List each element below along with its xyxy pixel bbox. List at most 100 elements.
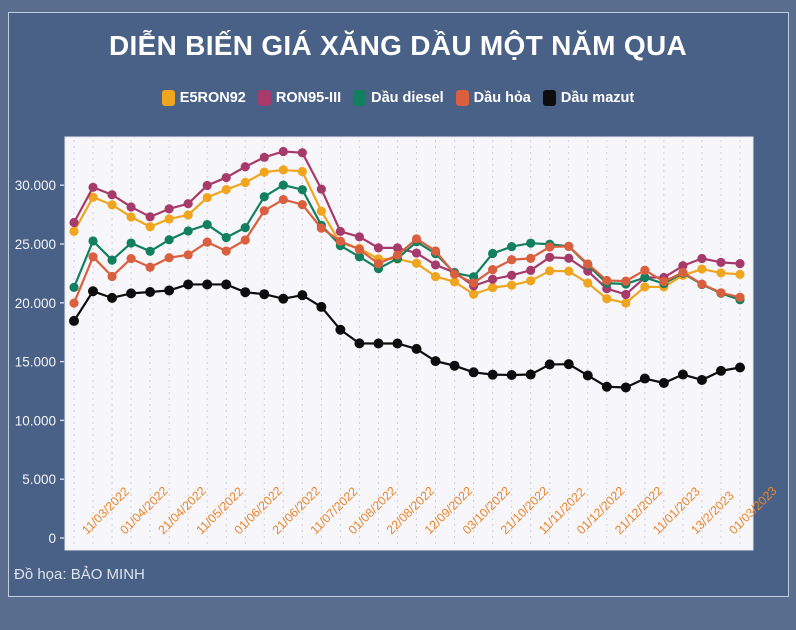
data-point <box>564 253 574 263</box>
data-point <box>392 243 403 253</box>
data-point <box>430 356 441 367</box>
data-point <box>145 262 155 272</box>
data-point <box>583 259 593 269</box>
data-point <box>183 210 193 220</box>
data-point <box>735 269 745 279</box>
data-point <box>545 252 555 262</box>
data-point <box>88 252 98 262</box>
legend-item-1: RON95-III <box>257 90 341 106</box>
y-tick-label: 5.000 <box>22 472 56 487</box>
data-point <box>507 241 517 252</box>
data-point <box>88 182 98 192</box>
legend-item-0: E5RON92 <box>161 90 246 106</box>
data-point <box>107 190 117 200</box>
data-point <box>488 274 498 284</box>
data-point <box>563 359 574 370</box>
data-point <box>164 214 174 224</box>
plot-area <box>64 136 754 551</box>
gridlines <box>73 140 741 548</box>
data-point <box>526 238 536 248</box>
legend-swatch-icon <box>455 90 469 106</box>
data-point <box>392 250 403 260</box>
data-point <box>602 294 612 304</box>
data-point <box>126 288 137 299</box>
data-point <box>735 259 745 269</box>
data-point <box>278 194 288 205</box>
data-point <box>545 242 555 252</box>
data-point <box>335 226 345 237</box>
data-point <box>145 286 156 297</box>
data-point <box>545 266 555 276</box>
data-point <box>354 232 365 242</box>
data-point <box>659 276 669 287</box>
data-point <box>621 289 631 300</box>
data-point <box>202 219 212 230</box>
legend-swatch-icon <box>257 90 271 106</box>
data-point <box>259 167 269 177</box>
data-point <box>583 278 593 288</box>
data-point <box>69 315 79 326</box>
data-point <box>88 286 99 297</box>
data-point <box>297 290 308 301</box>
data-point <box>621 276 631 286</box>
data-point <box>164 204 174 214</box>
legend-item-3: Dầu hỏa <box>455 90 531 106</box>
y-tick-label: 20.000 <box>15 296 56 311</box>
data-point <box>297 200 307 210</box>
data-point <box>240 235 250 245</box>
data-point <box>658 378 669 389</box>
y-tick-label: 25.000 <box>15 237 56 252</box>
data-point <box>488 265 498 275</box>
data-point <box>126 238 136 248</box>
data-point <box>735 362 745 373</box>
data-point <box>297 148 307 158</box>
data-point <box>354 244 365 255</box>
data-point <box>696 374 707 385</box>
data-point <box>678 261 688 271</box>
legend-swatch-icon <box>353 90 367 106</box>
data-point <box>526 253 536 263</box>
data-point <box>145 222 155 232</box>
data-point <box>240 287 251 298</box>
data-point <box>678 267 688 278</box>
data-point <box>506 370 517 381</box>
data-point <box>487 369 498 380</box>
data-point <box>735 292 745 302</box>
data-point <box>316 206 326 216</box>
y-tick-label: 30.000 <box>15 178 56 193</box>
data-point <box>449 277 460 287</box>
data-point <box>411 248 422 258</box>
data-point <box>183 279 194 290</box>
data-point <box>145 246 155 256</box>
data-point <box>259 152 269 162</box>
data-point <box>335 324 346 335</box>
data-point <box>488 283 498 293</box>
data-point <box>639 373 650 384</box>
legend-swatch-icon <box>161 90 175 106</box>
data-point <box>107 200 117 210</box>
data-point <box>221 232 231 243</box>
data-point <box>411 343 422 354</box>
data-point <box>468 367 479 378</box>
legend-label: E5RON92 <box>179 90 246 106</box>
data-point <box>640 272 650 283</box>
data-point <box>316 184 326 194</box>
chart-title: DIỄN BIẾN GIÁ XĂNG DẦU MỘT NĂM QUA <box>109 30 687 61</box>
data-point <box>716 257 726 267</box>
data-point <box>164 253 174 263</box>
data-point <box>677 369 688 380</box>
data-point <box>697 253 707 264</box>
data-point <box>259 289 270 300</box>
data-point <box>601 381 612 392</box>
data-point <box>202 279 213 290</box>
data-point <box>164 235 174 245</box>
data-point <box>411 258 422 268</box>
data-point <box>126 202 136 212</box>
legend-label: Dầu diesel <box>371 90 444 106</box>
data-point <box>107 271 117 282</box>
chart-legend: E5RON92 RON95-III Dầu diesel Dầu hỏa Dầu maz… <box>0 90 796 106</box>
data-point <box>316 301 327 312</box>
data-point <box>354 338 365 349</box>
data-point <box>69 217 79 228</box>
